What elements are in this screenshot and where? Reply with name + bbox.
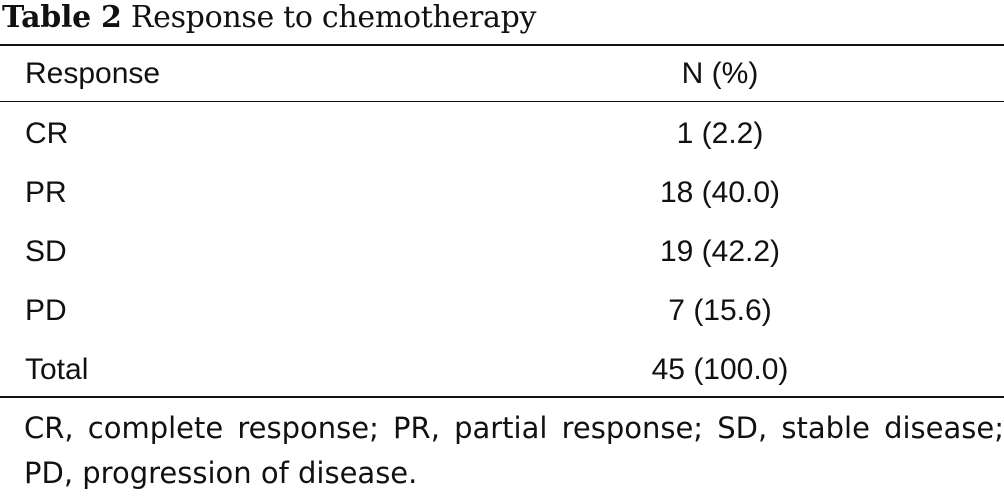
table-number: Table 2 bbox=[2, 0, 122, 35]
header-response: Response bbox=[25, 57, 161, 90]
row-label-sd: SD bbox=[25, 235, 67, 268]
row-label-cr: CR bbox=[25, 117, 69, 150]
table-caption: Table 2 Response to chemotherapy bbox=[2, 0, 536, 38]
row-value-sd: 19 (42.2) bbox=[659, 235, 781, 268]
row-value-total: 45 (100.0) bbox=[651, 353, 789, 386]
row-value-cr: 1 (2.2) bbox=[676, 117, 764, 150]
table-footnote: CR, complete response; PR, partial respo… bbox=[24, 411, 1004, 490]
header-n-percent: N (%) bbox=[681, 57, 759, 90]
row-label-total: Total bbox=[25, 353, 89, 386]
row-label-pr: PR bbox=[25, 176, 67, 209]
row-value-pr: 18 (40.0) bbox=[659, 176, 781, 209]
top-rule bbox=[0, 44, 1004, 46]
bottom-rule bbox=[0, 396, 1004, 398]
header-rule bbox=[0, 101, 1004, 102]
row-label-pd: PD bbox=[25, 294, 67, 327]
row-value-pd: 7 (15.6) bbox=[668, 294, 772, 327]
table-title: Response to chemotherapy bbox=[130, 0, 537, 35]
